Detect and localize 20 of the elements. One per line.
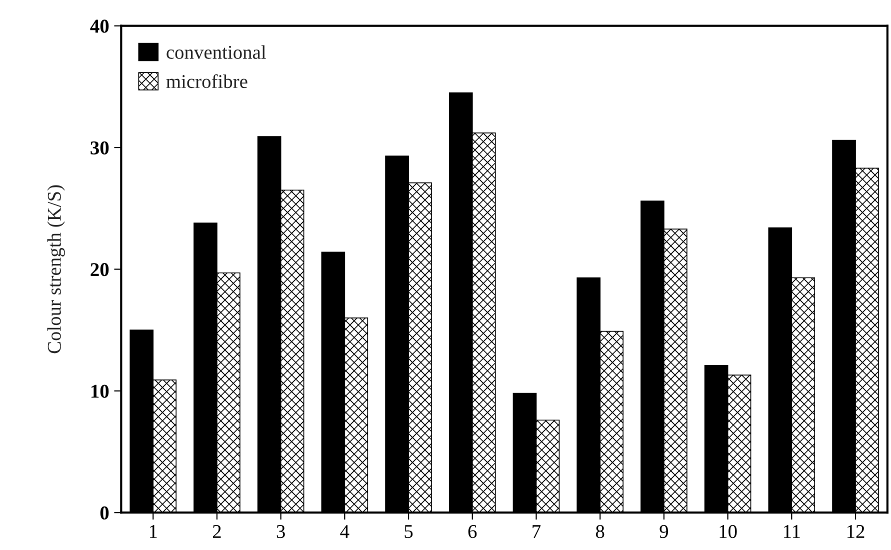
- y-tick-label: 10: [91, 384, 109, 398]
- x-tick-label: 9: [660, 525, 668, 538]
- x-tick-label: 11: [784, 525, 800, 538]
- x-tick-label: 8: [596, 524, 604, 538]
- x-tick-label: 5: [404, 525, 413, 538]
- y-tick-label: 20: [90, 263, 109, 276]
- x-tick-label: 3: [276, 525, 285, 538]
- x-tick-label: 7: [532, 525, 541, 538]
- x-tick-label: 10: [720, 524, 737, 538]
- x-tick-label: 4: [340, 525, 350, 538]
- legend-label: conventional: [166, 45, 266, 59]
- legend-label: microfibre: [166, 74, 248, 88]
- x-tick-label: 2: [212, 525, 221, 538]
- y-tick-label: 30: [90, 141, 109, 154]
- y-tick-label: 0: [100, 506, 109, 520]
- x-tick-label: 6: [468, 525, 477, 538]
- y-tick-label: 40: [90, 20, 109, 33]
- x-tick-label: 1: [150, 525, 157, 538]
- y-axis-title: Colour strength (K/S): [47, 185, 65, 354]
- x-tick-label: 12: [847, 525, 864, 538]
